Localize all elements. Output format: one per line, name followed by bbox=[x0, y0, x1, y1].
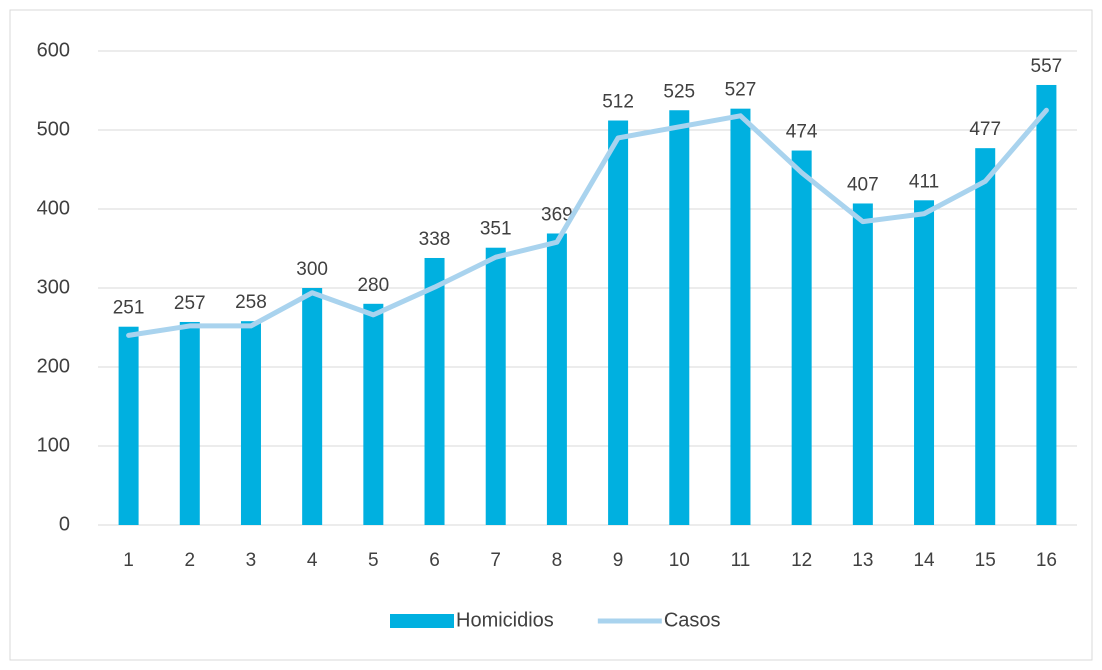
x-tick-label: 15 bbox=[975, 550, 996, 571]
value-label: 300 bbox=[296, 259, 328, 280]
bar bbox=[240, 321, 261, 525]
value-label: 351 bbox=[480, 219, 512, 240]
value-label: 258 bbox=[235, 292, 267, 313]
y-tick-label: 0 bbox=[59, 513, 70, 535]
x-tick-label: 8 bbox=[552, 550, 563, 571]
bar bbox=[914, 200, 935, 525]
y-tick-label: 500 bbox=[37, 118, 70, 140]
y-tick-label: 100 bbox=[37, 434, 70, 456]
value-label: 338 bbox=[419, 229, 451, 250]
x-tick-label: 10 bbox=[669, 550, 690, 571]
y-tick-label: 300 bbox=[37, 276, 70, 298]
legend-swatch bbox=[390, 614, 454, 628]
bar bbox=[179, 321, 200, 525]
value-label: 257 bbox=[174, 293, 206, 314]
value-label: 474 bbox=[786, 122, 818, 143]
x-tick-label: 12 bbox=[791, 550, 812, 571]
x-tick-label: 7 bbox=[490, 550, 501, 571]
x-tick-label: 4 bbox=[307, 550, 318, 571]
value-label: 512 bbox=[602, 92, 634, 113]
x-tick-label: 11 bbox=[731, 550, 751, 571]
value-label: 411 bbox=[909, 171, 939, 192]
chart-frame bbox=[9, 9, 1093, 661]
x-tick-label: 13 bbox=[852, 550, 873, 571]
x-tick-label: 1 bbox=[123, 550, 134, 571]
value-label: 369 bbox=[541, 205, 573, 226]
y-tick-label: 400 bbox=[37, 197, 70, 219]
x-tick-label: 2 bbox=[184, 550, 195, 571]
legend-label: Casos bbox=[664, 609, 721, 631]
x-tick-label: 14 bbox=[913, 550, 935, 571]
bar bbox=[1036, 84, 1057, 525]
bar bbox=[485, 247, 506, 525]
x-tick-label: 5 bbox=[368, 550, 379, 571]
legend-label: Homicidios bbox=[456, 609, 554, 631]
bar bbox=[118, 326, 139, 525]
bar bbox=[424, 257, 445, 525]
x-tick-label: 3 bbox=[246, 550, 257, 571]
value-label: 280 bbox=[357, 275, 389, 296]
line bbox=[126, 107, 1049, 338]
bar bbox=[975, 148, 996, 526]
bar bbox=[791, 150, 812, 526]
value-label: 477 bbox=[969, 119, 1001, 140]
x-tick-label: 16 bbox=[1036, 550, 1057, 571]
value-label: 407 bbox=[847, 174, 879, 195]
x-tick-label: 9 bbox=[613, 550, 624, 571]
bar bbox=[302, 288, 323, 525]
bar bbox=[363, 303, 384, 525]
bar bbox=[730, 108, 751, 526]
value-label: 251 bbox=[113, 298, 145, 319]
bar bbox=[669, 110, 690, 525]
bar bbox=[852, 203, 873, 525]
value-label: 527 bbox=[725, 80, 757, 101]
y-tick-label: 600 bbox=[37, 39, 70, 61]
bar bbox=[546, 233, 567, 526]
x-tick-label: 6 bbox=[429, 550, 440, 571]
bar bbox=[608, 120, 629, 526]
y-tick-label: 200 bbox=[37, 355, 70, 377]
value-label: 525 bbox=[663, 81, 695, 102]
value-label: 557 bbox=[1031, 56, 1063, 77]
